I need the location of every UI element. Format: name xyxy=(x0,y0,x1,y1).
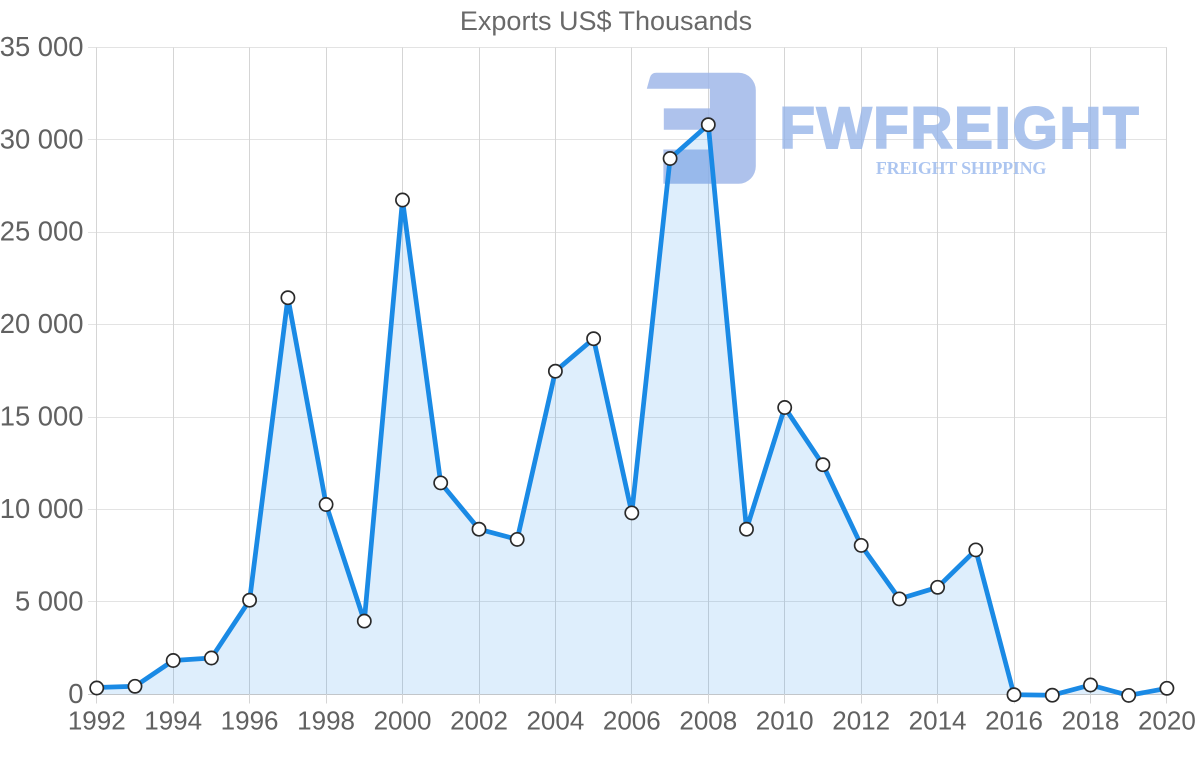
svg-text:0: 0 xyxy=(68,678,83,709)
svg-text:2002: 2002 xyxy=(450,706,508,736)
svg-text:25 000: 25 000 xyxy=(0,216,84,247)
svg-text:2000: 2000 xyxy=(374,706,432,736)
svg-text:2008: 2008 xyxy=(679,706,737,736)
svg-text:2010: 2010 xyxy=(756,706,814,736)
svg-text:2014: 2014 xyxy=(909,706,967,736)
svg-text:2004: 2004 xyxy=(526,706,584,736)
svg-text:1992: 1992 xyxy=(68,706,126,736)
svg-text:2006: 2006 xyxy=(603,706,661,736)
svg-text:35 000: 35 000 xyxy=(0,31,84,62)
svg-text:2012: 2012 xyxy=(832,706,890,736)
svg-text:1994: 1994 xyxy=(144,706,202,736)
svg-text:2020: 2020 xyxy=(1138,706,1196,736)
svg-text:15 000: 15 000 xyxy=(0,401,84,432)
svg-text:FWFREIGHT: FWFREIGHT xyxy=(780,96,1141,161)
svg-text:5 000: 5 000 xyxy=(15,586,84,617)
svg-text:1996: 1996 xyxy=(221,706,279,736)
svg-text:FREIGHT SHIPPING: FREIGHT SHIPPING xyxy=(876,158,1046,178)
svg-text:30 000: 30 000 xyxy=(0,123,84,154)
svg-text:Exports US$ Thousands: Exports US$ Thousands xyxy=(460,6,752,36)
svg-text:10 000: 10 000 xyxy=(0,493,84,524)
svg-text:2018: 2018 xyxy=(1062,706,1120,736)
svg-text:2016: 2016 xyxy=(985,706,1043,736)
svg-text:20 000: 20 000 xyxy=(0,308,84,339)
svg-text:1998: 1998 xyxy=(297,706,355,736)
